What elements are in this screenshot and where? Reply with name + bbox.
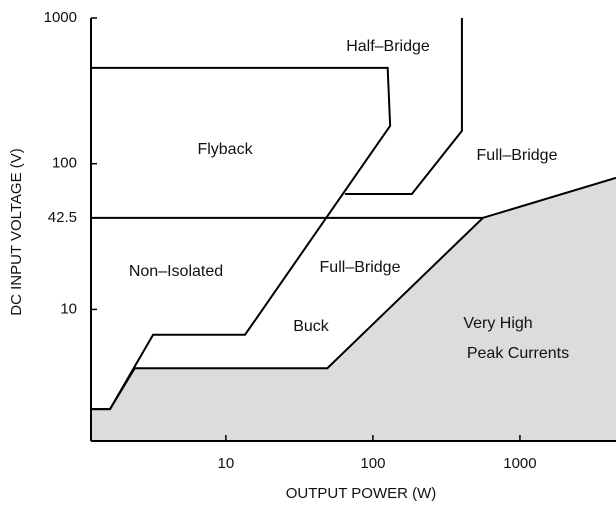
boundary-line: [344, 18, 463, 195]
y-tick-label: 10: [60, 300, 77, 317]
region-label: Very High: [463, 315, 532, 332]
region-label: Full–Bridge: [477, 147, 558, 164]
y-tick-label: 42.5: [48, 209, 77, 226]
region-label: Flyback: [197, 141, 253, 158]
region-label: Peak Currents: [467, 345, 569, 362]
region-label: Non–Isolated: [129, 263, 223, 280]
boundary-line: [91, 66, 392, 411]
x-tick-label: 1000: [503, 455, 536, 472]
y-tick-label: 100: [52, 155, 77, 172]
region-label: Buck: [293, 318, 330, 335]
region-label: Half–Bridge: [346, 38, 430, 55]
x-axis-label: OUTPUT POWER (W): [286, 485, 437, 502]
region-label: Full–Bridge: [320, 259, 401, 276]
x-tick-label: 10: [218, 455, 235, 472]
region-fill: [91, 177, 616, 441]
y-axis-label: DC INPUT VOLTAGE (V): [8, 148, 25, 316]
x-tick-label: 100: [360, 455, 385, 472]
y-tick-label: 1000: [44, 9, 77, 26]
